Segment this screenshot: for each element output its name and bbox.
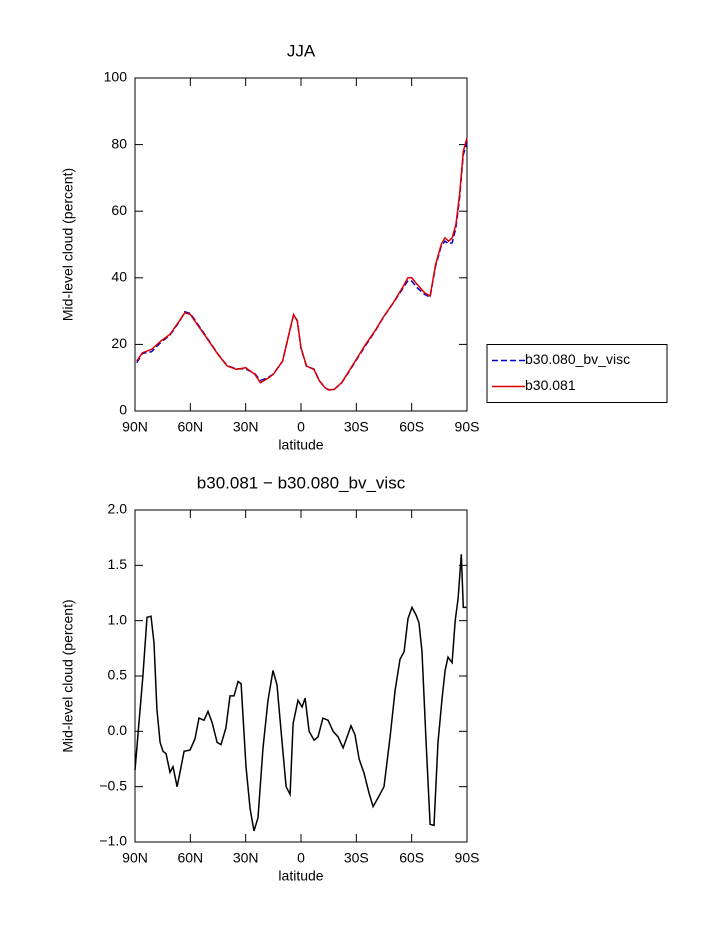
x-tick-label: 30N bbox=[233, 850, 259, 866]
y-tick-label: −1.0 bbox=[99, 833, 127, 849]
y-axis-label: Mid-level cloud (percent) bbox=[60, 168, 76, 321]
y-tick-label: 60 bbox=[111, 202, 127, 218]
y-tick-label: 80 bbox=[111, 135, 127, 151]
x-tick-label: 30S bbox=[344, 419, 369, 435]
legend-box bbox=[486, 344, 668, 403]
x-tick-label: 0 bbox=[297, 419, 305, 435]
x-axis-label: latitude bbox=[278, 437, 323, 453]
x-tick-label: 90N bbox=[122, 419, 148, 435]
y-tick-label: 1.5 bbox=[108, 556, 128, 572]
x-axis-label: latitude bbox=[278, 868, 323, 884]
y-tick-label: 0.5 bbox=[108, 667, 128, 683]
x-tick-label: 30N bbox=[233, 419, 259, 435]
x-tick-label: 30S bbox=[344, 850, 369, 866]
x-tick-label: 0 bbox=[297, 850, 305, 866]
y-tick-label: 40 bbox=[111, 269, 127, 285]
legend-label: b30.080_bv_visc bbox=[525, 351, 630, 367]
y-tick-label: 2.0 bbox=[108, 501, 128, 517]
y-tick-label: 0 bbox=[119, 402, 127, 418]
x-tick-label: 60N bbox=[177, 850, 203, 866]
data-line bbox=[134, 554, 467, 832]
y-tick-label: 20 bbox=[111, 335, 127, 351]
plot-frame bbox=[134, 509, 468, 843]
x-tick-label: 60N bbox=[177, 419, 203, 435]
x-tick-label: 60S bbox=[399, 419, 424, 435]
x-tick-label: 90S bbox=[455, 419, 480, 435]
plot-frame bbox=[134, 77, 468, 412]
y-tick-label: 0.0 bbox=[108, 722, 128, 738]
x-tick-label: 60S bbox=[399, 850, 424, 866]
y-axis-label: Mid-level cloud (percent) bbox=[60, 599, 76, 752]
data-line bbox=[136, 137, 468, 391]
chart-title: JJA bbox=[287, 41, 316, 60]
x-tick-label: 90S bbox=[455, 850, 480, 866]
x-tick-label: 90N bbox=[122, 850, 148, 866]
y-tick-label: 100 bbox=[104, 69, 128, 85]
chart-title: b30.081 − b30.080_bv_visc bbox=[197, 473, 406, 492]
legend-label: b30.081 bbox=[525, 377, 576, 393]
y-tick-label: 1.0 bbox=[108, 611, 128, 627]
y-tick-label: −0.5 bbox=[99, 777, 127, 793]
